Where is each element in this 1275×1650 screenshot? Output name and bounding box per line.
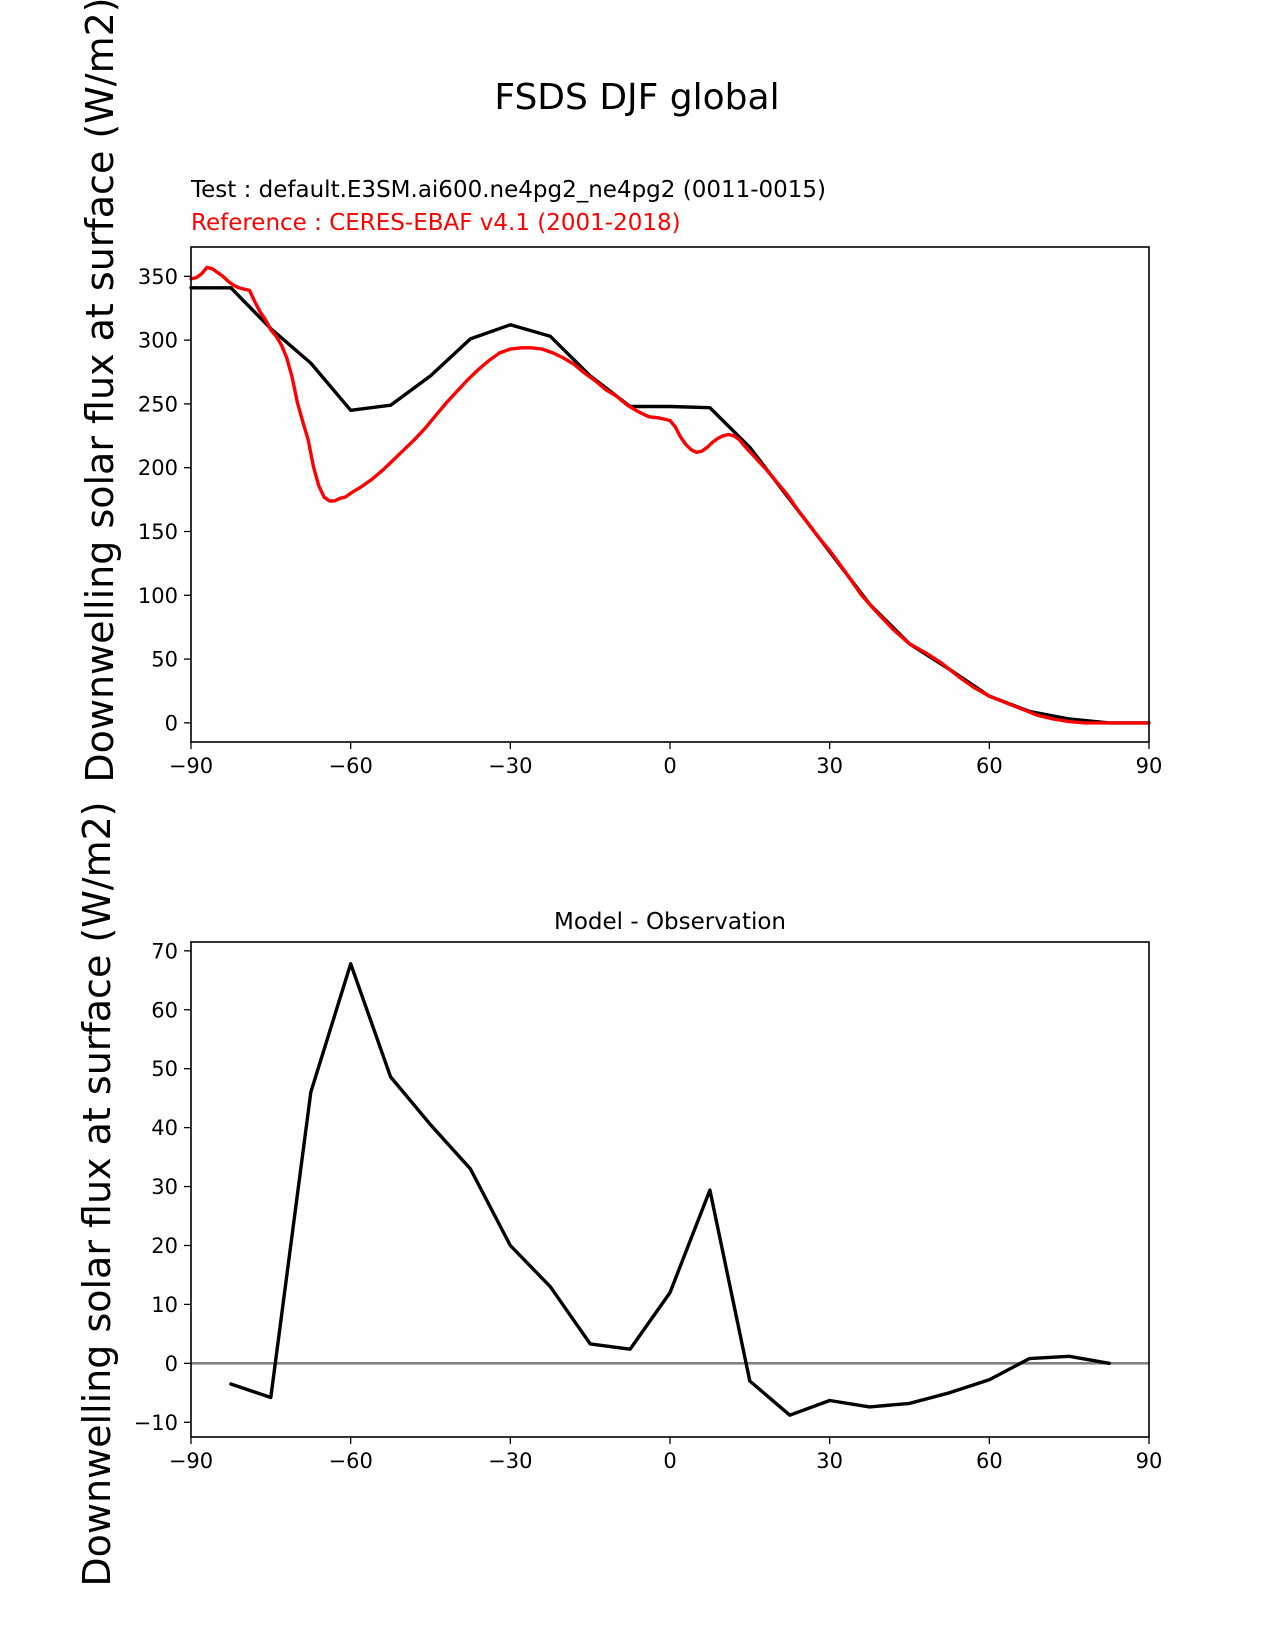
x-tick-label: 90 (1136, 1449, 1163, 1473)
y-tick-label: 350 (138, 265, 178, 289)
x-tick-label: 30 (816, 1449, 843, 1473)
bottom-panel-ticks: −90 −60 −30 0 30 60 90 −10 0 10 20 30 40 50 60 70 (134, 939, 1163, 1473)
y-tick-label: 50 (151, 648, 178, 672)
y-tick-label: 300 (138, 329, 178, 353)
y-tick-label: 50 (151, 1057, 178, 1081)
bottom-panel-title: Model - Observation (554, 909, 786, 935)
top-panel-test-title: Test : default.E3SM.ai600.ne4pg2_ne4pg2 … (190, 177, 826, 203)
y-tick-label: 150 (138, 520, 178, 544)
y-tick-label: 100 (138, 584, 178, 608)
y-tick-label: 250 (138, 392, 178, 416)
y-tick-label: 0 (165, 1352, 178, 1376)
bottom-panel: Model - Observation Downwelling solar fl… (75, 801, 1162, 1586)
top-panel-y-axis-label: Downwelling solar flux at surface (W/m2) (78, 0, 122, 783)
y-tick-label: 10 (151, 1293, 178, 1317)
top-panel-reference-title: Reference : CERES-EBAF v4.1 (2001-2018) (191, 210, 681, 236)
x-tick-label: 90 (1136, 754, 1163, 778)
x-tick-label: −90 (169, 754, 213, 778)
figure-suptitle: FSDS DJF global (494, 77, 779, 118)
y-tick-label: 40 (151, 1116, 178, 1140)
y-tick-label: 60 (151, 998, 178, 1022)
x-tick-label: −60 (329, 754, 373, 778)
x-tick-label: −30 (488, 754, 532, 778)
top-panel-ticks: −90 −60 −30 0 30 60 90 0 50 100 150 200 250 300 350 (138, 265, 1162, 778)
y-tick-label: 30 (151, 1175, 178, 1199)
bottom-panel-y-axis-label: Downwelling solar flux at surface (W/m2) (75, 801, 119, 1586)
y-tick-label: −10 (134, 1411, 178, 1435)
y-tick-label: 0 (165, 711, 178, 735)
y-tick-label: 20 (151, 1234, 178, 1258)
top-panel-series (189, 265, 1151, 725)
x-tick-label: 60 (976, 1449, 1003, 1473)
y-tick-label: 200 (138, 456, 178, 480)
bottom-panel-frame (190, 941, 1150, 1438)
series-line-reference (189, 265, 1151, 725)
y-tick-label: 70 (151, 939, 178, 963)
x-tick-label: −30 (488, 1449, 532, 1473)
x-tick-label: 30 (816, 754, 843, 778)
x-tick-label: 0 (663, 754, 676, 778)
x-tick-label: −60 (329, 1449, 373, 1473)
top-panel-frame (190, 246, 1150, 743)
series-line-model-observation (229, 962, 1111, 1417)
bottom-panel-series (191, 962, 1149, 1417)
top-panel: Test : default.E3SM.ai600.ne4pg2_ne4pg2 … (78, 0, 1162, 783)
x-tick-label: −90 (169, 1449, 213, 1473)
x-tick-label: 0 (663, 1449, 676, 1473)
x-tick-label: 60 (976, 754, 1003, 778)
